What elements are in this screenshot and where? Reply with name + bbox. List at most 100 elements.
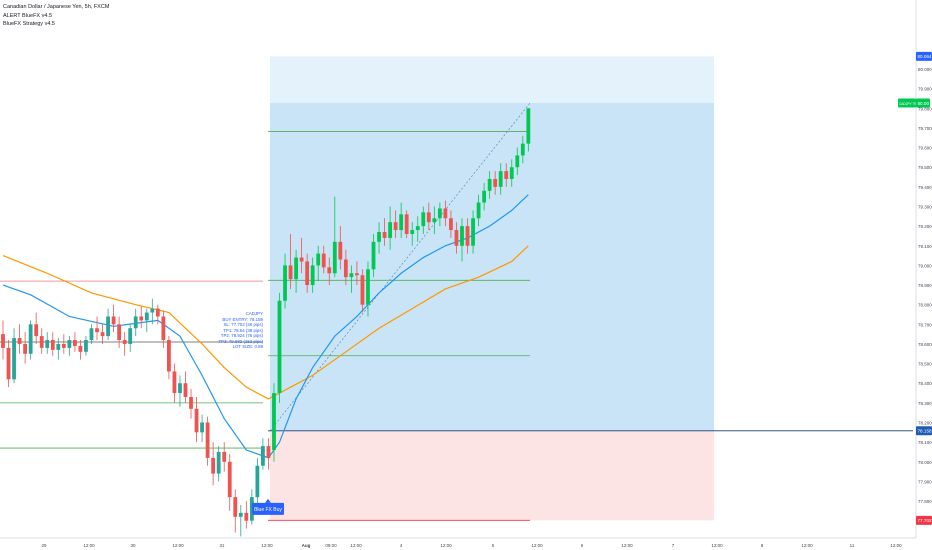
symbol-title: Canadian Dollar / Japanese Yen, 5h, FXCM xyxy=(3,4,110,10)
candle-body xyxy=(399,214,404,231)
y-tick-label: 79.000 xyxy=(918,263,932,268)
candle-body xyxy=(45,340,50,348)
target-zone-extended xyxy=(270,56,714,103)
stop-price-badge-text: 77.702 xyxy=(918,518,932,523)
candle-body xyxy=(476,202,481,219)
x-tick-label: 29 xyxy=(41,543,47,548)
candle-body xyxy=(432,218,437,223)
candle-body xyxy=(189,396,193,409)
candle-body xyxy=(34,324,39,337)
entry-price-badge xyxy=(916,426,932,436)
candle-body xyxy=(437,208,442,219)
candle-body xyxy=(460,226,464,246)
x-tick-label: 12:00 xyxy=(350,543,362,548)
candle-body xyxy=(327,267,332,274)
y-tick-label: 78.800 xyxy=(918,303,932,308)
candle-body xyxy=(128,328,133,344)
chart-legend: Canadian Dollar / Japanese Yen, 5h, FXCM… xyxy=(3,3,109,29)
y-tick-label: 78.100 xyxy=(918,440,932,445)
y-tick-label: 77.900 xyxy=(918,479,932,484)
candle-body xyxy=(377,232,381,242)
candle-body xyxy=(39,336,44,348)
y-tick-label: 78.900 xyxy=(918,283,932,288)
y-tick-label: 80.000 xyxy=(918,67,932,72)
y-tick-label: 78.000 xyxy=(918,460,932,465)
candle-body xyxy=(72,340,77,346)
candle-body xyxy=(249,497,254,521)
candle-body xyxy=(12,338,16,380)
x-tick-label: 12:00 xyxy=(531,543,543,548)
y-tick-label: 77.800 xyxy=(918,499,932,504)
y-tick-label: 79.700 xyxy=(918,126,932,131)
x-tick-label: 09:00 xyxy=(325,543,337,548)
candle-body xyxy=(28,324,33,354)
trade-info-box: CADJPY BUY ENTRY: 78.159 SL: 77.702 (46 … xyxy=(200,311,263,350)
candle-body xyxy=(388,222,392,238)
candle-body xyxy=(139,316,144,321)
x-tick-label: 12:00 xyxy=(711,543,723,548)
candle-body xyxy=(410,230,415,234)
x-tick-label: 12:00 xyxy=(890,543,902,548)
candle-body xyxy=(216,451,221,474)
candle-body xyxy=(443,208,448,219)
candle-body xyxy=(194,408,199,433)
buy-signal-label xyxy=(252,502,284,515)
candle-body xyxy=(360,275,365,305)
candle-body xyxy=(56,343,61,350)
x-tick-label: 7 xyxy=(672,543,675,548)
y-tick-label: 78.500 xyxy=(918,362,932,367)
candle-body xyxy=(272,393,276,451)
x-tick-label: 31 xyxy=(219,543,225,548)
y-tick-label: 79.900 xyxy=(918,87,932,92)
candle-body xyxy=(233,497,238,517)
candle-body xyxy=(288,265,293,280)
candle-body xyxy=(161,316,166,341)
symbol-price-tag-text: CADJPY 79.827 xyxy=(899,102,922,106)
candle-body xyxy=(133,316,138,329)
candle-body xyxy=(211,457,216,474)
fast-moving-average xyxy=(2,194,529,459)
candle-body xyxy=(421,212,426,227)
buy-signal-text: Blue FX Buy xyxy=(254,507,282,513)
candle-body xyxy=(338,241,343,260)
candle-body xyxy=(238,512,243,517)
candle-body xyxy=(449,218,453,231)
x-tick-label: 30 xyxy=(130,543,136,548)
candle-body xyxy=(509,167,514,179)
y-tick-label: 79.200 xyxy=(918,224,932,229)
trade-info-line: TP2: 78.924 (76 pips) xyxy=(220,333,263,338)
current-price-badge xyxy=(916,98,930,108)
candle-body xyxy=(67,340,72,348)
x-tick-label: 4 xyxy=(400,543,403,548)
x-tick-label: 5 xyxy=(492,543,495,548)
candle-body xyxy=(122,340,127,344)
candle-body xyxy=(178,383,182,394)
candle-body xyxy=(355,273,359,276)
candle-body xyxy=(283,265,287,301)
x-tick-label: 12:00 xyxy=(83,543,95,548)
candle-body xyxy=(227,461,232,498)
y-tick-label: 79.500 xyxy=(918,165,932,170)
candle-body xyxy=(277,300,282,394)
candle-body xyxy=(6,347,11,380)
candle-body xyxy=(261,446,265,466)
y-tick-label: 78.400 xyxy=(918,381,932,386)
candle-body xyxy=(255,465,260,498)
candle-body xyxy=(95,328,99,333)
candle-body xyxy=(515,155,520,168)
candle-body xyxy=(487,178,492,191)
y-tick-label: 79.400 xyxy=(918,185,932,190)
x-tick-label: 12:00 xyxy=(440,543,452,548)
candle-body xyxy=(332,241,337,274)
candle-body xyxy=(520,143,525,156)
candle-body xyxy=(172,371,177,394)
stop-price-badge xyxy=(916,515,932,525)
candle-body xyxy=(155,308,160,317)
x-tick-label: 12:00 xyxy=(801,543,813,548)
candle-body xyxy=(61,343,66,348)
candle-body xyxy=(343,259,348,278)
candle-body xyxy=(454,230,459,246)
y-tick-label: 78.600 xyxy=(918,342,932,347)
candle-body xyxy=(504,171,509,179)
